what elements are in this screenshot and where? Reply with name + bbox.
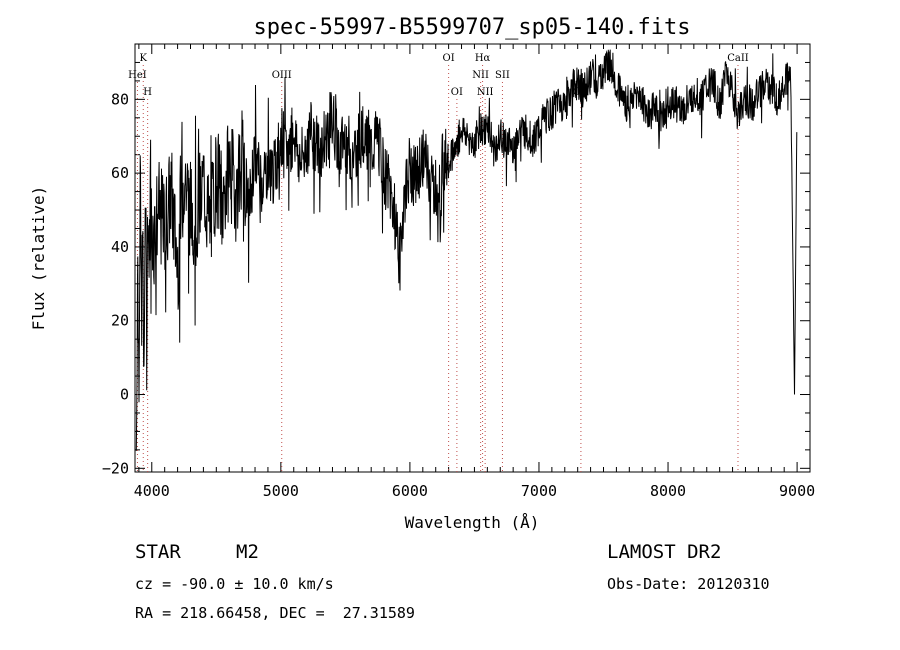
spectral-line-label: H — [143, 87, 152, 98]
axis-ticks: 4000 5000 6000 7000 8000 9000 −20 0 20 40 60 80 — [102, 44, 815, 500]
velocity-readout: cz = -90.0 ± 10.0 km/s — [135, 575, 334, 593]
spectral-line-label: NII — [477, 87, 494, 98]
x-tick-label: 5000 — [263, 482, 299, 500]
x-tick-label: 6000 — [392, 482, 428, 500]
y-tick-label: 40 — [111, 238, 129, 256]
y-tick-label: 20 — [111, 312, 129, 330]
flux-series-line — [135, 49, 798, 451]
chart-title: spec-55997-B5599707_sp05-140.fits — [253, 15, 690, 40]
x-axis-label: Wavelength (Å) — [405, 513, 540, 532]
spectral-line-label: OIII — [272, 70, 292, 81]
x-tick-label: 7000 — [521, 482, 557, 500]
spectral-line-label: K — [140, 53, 148, 64]
coordinates-readout: RA = 218.66458, DEC = 27.31589 — [135, 604, 415, 622]
spectral-line-label: SII — [495, 70, 510, 81]
spectral-line-label: Hα — [475, 53, 491, 64]
x-tick-label: 4000 — [134, 482, 170, 500]
spectral-line-label: OI — [451, 87, 463, 98]
spectral-line-label: HeI — [128, 70, 147, 81]
spectral-line-label: NII — [472, 70, 489, 81]
y-tick-label: −20 — [102, 459, 129, 477]
x-tick-label: 9000 — [779, 482, 815, 500]
object-class: STAR — [135, 541, 181, 563]
y-tick-label: 80 — [111, 90, 129, 108]
spectral-line-label: OI — [443, 53, 455, 64]
observation-date: Obs-Date: 20120310 — [607, 575, 770, 593]
object-subclass: M2 — [236, 541, 259, 563]
y-axis-label: Flux (relative) — [29, 186, 48, 331]
x-tick-label: 8000 — [650, 482, 686, 500]
spectral-line-label: CaII — [727, 53, 749, 64]
y-tick-label: 60 — [111, 164, 129, 182]
y-tick-label: 0 — [120, 386, 129, 404]
survey-name: LAMOST DR2 — [607, 541, 722, 563]
plot-frame — [134, 43, 811, 473]
